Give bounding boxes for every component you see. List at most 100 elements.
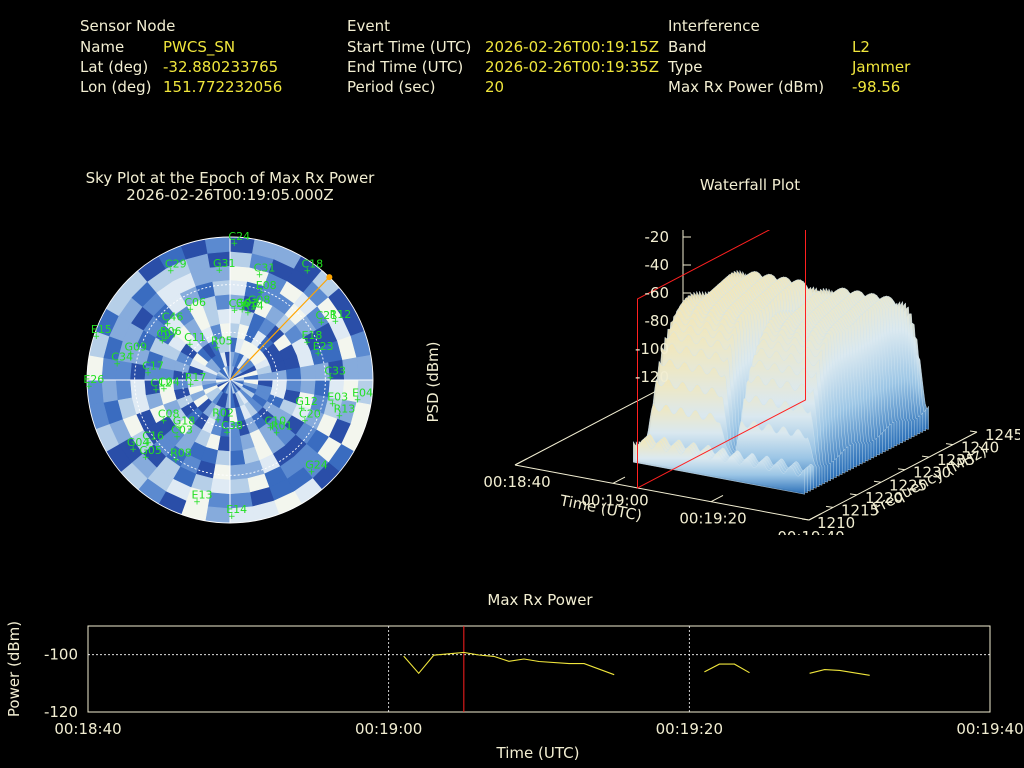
- skyplot-sat-marker: +: [162, 334, 170, 344]
- skyplot-sat-marker: +: [250, 302, 258, 312]
- skyplot-sat-marker: +: [336, 411, 344, 421]
- skyplot-sat-marker: +: [244, 309, 252, 319]
- waterfall-freq-axis: [808, 431, 978, 521]
- skyplot-sat-marker: +: [167, 267, 175, 277]
- waterfall-freq-tick: [873, 480, 882, 483]
- skyplot-sat-label: R05: [211, 335, 233, 348]
- waterfall-time-tick-label: 00:19:40: [777, 528, 844, 535]
- waterfall-freq-tick: [897, 468, 906, 471]
- skyplot-sat-label: C46: [162, 311, 184, 324]
- skyplot-sat-marker: +: [273, 428, 281, 438]
- maxrx-title: Max Rx Power: [487, 591, 593, 609]
- skyplot-sat-marker: +: [164, 320, 172, 330]
- skyplot-sat-marker: +: [142, 453, 150, 463]
- maxrx-series-line: [809, 669, 870, 676]
- maxrx-x-axis-label: Time (UTC): [496, 744, 580, 762]
- skyplot-sat-marker: +: [223, 428, 231, 438]
- maxrx-x-tick-label: 00:19:00: [355, 720, 422, 738]
- skyplot-tile: [115, 379, 132, 401]
- waterfall-freq-tick: [825, 505, 834, 508]
- skyplot-sat-label: E03: [327, 390, 348, 403]
- waterfall-chart: 00:18:40 00:19:00 00:19:20 00:19:4012101215…: [424, 230, 1020, 535]
- skyplot-sat-marker: +: [186, 340, 194, 350]
- skyplot-sat-label: C24: [228, 230, 250, 243]
- skyplot-sat-label: C10: [265, 414, 287, 427]
- skyplot-sat-marker: +: [228, 512, 236, 522]
- waterfall-freq-tick-label: 1210: [817, 514, 855, 532]
- waterfall-freq-label: Frequency (MHz): [870, 442, 990, 517]
- skyplot-sat-marker: +: [213, 344, 221, 354]
- event-start-label: Start Time (UTC): [347, 38, 472, 56]
- skyplot-sat-label: E18: [301, 329, 322, 342]
- skyplot-sat-label: C04: [158, 376, 180, 389]
- skyplot-sat-label: R01: [271, 419, 293, 432]
- skyplot-sat-marker: +: [304, 266, 312, 276]
- skyplot-sat-label: E15: [91, 323, 112, 336]
- skyplot-sat-label: R13: [334, 402, 356, 415]
- skyplot-sat-label: C20: [299, 408, 321, 421]
- skyplot-sat-marker: +: [231, 306, 239, 316]
- skyplot-sat-label: R02: [212, 407, 234, 420]
- skyplot-tile: [229, 279, 248, 296]
- interference-band-value: L2: [852, 38, 870, 56]
- skyplot-sat-label: R08: [170, 447, 192, 460]
- skyplot-sat-label: R17: [185, 371, 207, 384]
- skyplot-sat-marker: +: [354, 395, 362, 405]
- skyplot-sat-marker: +: [93, 332, 101, 342]
- skyplot-sat-marker: +: [230, 239, 238, 249]
- skyplot-tile: [229, 450, 246, 467]
- skyplot-sat-marker: +: [186, 305, 194, 315]
- skyplot-sat-label: C16: [142, 430, 164, 443]
- waterfall-time-axis: [514, 464, 810, 521]
- waterfall-psd-tick-label: -60: [645, 284, 670, 302]
- skyplot-sat-marker: +: [173, 432, 181, 442]
- sensor-name-value: PWCS_SN: [163, 38, 236, 56]
- skyplot-sat-label: R14: [242, 300, 264, 313]
- skyplot-title: Sky Plot at the Epoch of Max Rx Power: [85, 169, 375, 187]
- waterfall-freq-tick: [921, 455, 930, 458]
- maxrx-x-tick-label: 00:19:40: [956, 720, 1023, 738]
- skyplot-sat-label: C17: [142, 360, 164, 373]
- skyplot-sat-marker: +: [332, 317, 340, 327]
- skyplot-tile: [300, 364, 317, 381]
- skyplot-sat-label: C12: [150, 377, 172, 390]
- skyplot-sat-marker: +: [214, 416, 222, 426]
- skyplot-sat-label: G24: [305, 459, 328, 472]
- maxrx-y-axis-label: Power (dBm): [5, 621, 23, 717]
- waterfall-freq-tick: [849, 493, 858, 496]
- waterfall-freq-tick-label: 1230: [913, 464, 951, 482]
- skyplot-sat-marker: +: [144, 439, 152, 449]
- sensor-lat-value: -32.880233765: [163, 58, 279, 76]
- skyplot-sat-marker: +: [187, 380, 195, 390]
- skyplot-tile: [212, 279, 231, 296]
- skyplot-sat-label: E08: [256, 279, 277, 292]
- skyplot-sat-marker: +: [318, 318, 326, 328]
- waterfall-psd-tick-label: -120: [635, 368, 669, 386]
- skyplot-tile: [229, 436, 243, 452]
- event-heading: Event: [347, 17, 390, 35]
- skyplot-sat-marker: +: [160, 417, 168, 427]
- skyplot-sat-label: C06: [184, 296, 206, 309]
- skyplot-sat-marker: +: [127, 349, 135, 359]
- skyplot-jammer-direction: [229, 276, 330, 381]
- waterfall-freq-tick-label: 1235: [937, 451, 975, 469]
- waterfall-freq-tick: [969, 430, 978, 433]
- skyplot-sat-marker: +: [160, 385, 168, 395]
- waterfall-time-tick: [612, 476, 626, 484]
- waterfall-psd-label: PSD (dBm): [424, 341, 442, 422]
- skyplot-sat-label: G09: [125, 340, 148, 353]
- skyplot-sat-marker: +: [329, 399, 337, 409]
- skyplot-sat-marker: +: [257, 288, 265, 298]
- skyplot-sat-label: C18: [301, 257, 323, 270]
- skyplot-sat-marker: +: [301, 417, 309, 427]
- skyplot-tile: [229, 464, 248, 481]
- skyplot-sat-label: C38: [221, 419, 243, 432]
- maxrx-y-tick-label: -100: [44, 646, 78, 664]
- waterfall-freq-tick-label: 1215: [841, 501, 879, 519]
- skyplot-sat-label: E13: [192, 488, 213, 501]
- skyplot-sat-marker: +: [256, 271, 264, 281]
- sensor-heading: Sensor Node: [80, 17, 176, 35]
- skyplot-tile: [229, 478, 251, 495]
- skyplot-sat-marker: +: [175, 423, 183, 433]
- sensor-lon-value: 151.772232056: [163, 78, 283, 96]
